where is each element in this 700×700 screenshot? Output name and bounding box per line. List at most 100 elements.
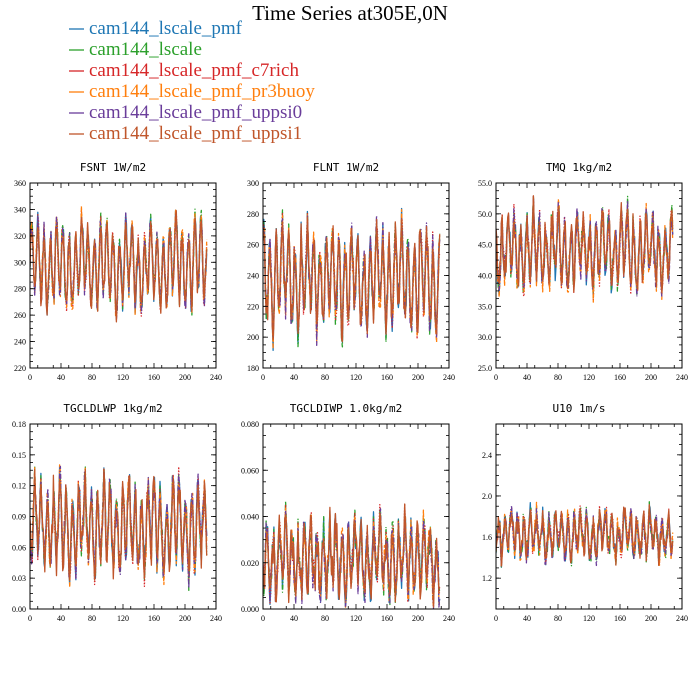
y-tick-label: 0.00 [12,605,26,614]
series-line [263,507,441,608]
y-tick-label: 260 [14,311,26,320]
y-tick-label: 2.0 [482,492,492,501]
y-tick-label: 25.0 [478,364,492,373]
y-tick-label: 50.0 [478,210,492,219]
series-group [496,501,674,568]
y-tick-label: 0.020 [241,559,259,568]
legend-entry: cam144_lscale [89,39,202,60]
x-tick-label: 120 [117,373,129,382]
x-tick-label: 160 [381,614,393,623]
series-line [30,468,208,582]
y-tick-label: 45.0 [478,241,492,250]
y-tick-label: 0.060 [241,466,259,475]
x-tick-label: 160 [148,614,160,623]
panel-title: FLNT 1W/m2 [313,161,379,174]
x-tick-label: 240 [210,614,222,623]
x-tick-label: 240 [676,373,688,382]
y-tick-label: 320 [14,232,26,241]
panels: FSNT 1W/m2 0 40 80 120 160 200 240 220 240 260 280 3… [12,161,688,623]
x-tick-label: 240 [443,373,455,382]
chart-panel: TGCLDLWP 1kg/m2 0 40 80 120 160 200 240 0.00 0.03… [12,402,222,623]
chart-panel: FLNT 1W/m2 0 40 80 120 160 200 240 180 200 220 240 2… [247,161,455,382]
x-tick-label: 40 [57,614,65,623]
legend-entry: cam144_lscale_pmf [89,18,243,39]
y-tick-label: 360 [14,179,26,188]
series-line [30,210,208,323]
x-tick-label: 120 [350,614,362,623]
x-tick-label: 160 [614,614,626,623]
x-tick-label: 40 [523,614,531,623]
y-tick-label: 2.4 [482,451,492,460]
x-tick-label: 40 [57,373,65,382]
y-tick-label: 300 [247,179,259,188]
chart-title: Time Series at305E,0N [252,1,448,25]
x-tick-label: 80 [321,373,329,382]
x-tick-label: 120 [350,373,362,382]
y-tick-label: 55.0 [478,179,492,188]
y-tick-label: 0.15 [12,451,26,460]
x-tick-label: 200 [645,373,657,382]
x-tick-label: 40 [523,373,531,382]
panel-title: U10 1m/s [553,402,606,415]
x-tick-label: 0 [261,614,265,623]
y-tick-label: 200 [247,333,259,342]
y-tick-label: 0.12 [12,482,26,491]
series-line [496,504,674,567]
y-tick-label: 35.0 [478,302,492,311]
y-tick-label: 300 [14,258,26,267]
x-tick-label: 0 [261,373,265,382]
y-tick-label: 0.09 [12,513,26,522]
x-tick-label: 80 [554,614,562,623]
series-group [496,195,674,303]
x-tick-label: 40 [290,373,298,382]
x-tick-label: 160 [614,373,626,382]
series-line [496,195,674,294]
legend: cam144_lscale_pmfcam144_lscalecam144_lsc… [69,18,315,144]
x-tick-label: 80 [321,614,329,623]
chart-panel: FSNT 1W/m2 0 40 80 120 160 200 240 220 240 260 280 3… [14,161,222,382]
x-tick-label: 240 [210,373,222,382]
y-tick-label: 1.6 [482,533,492,542]
y-tick-label: 180 [247,364,259,373]
y-tick-label: 1.2 [482,574,492,583]
chart-panel: TGCLDIWP 1.0kg/m2 0 40 80 120 160 200 240 0.000 0… [241,402,455,623]
legend-entry: cam144_lscale_pmf_pr3buoy [89,81,315,102]
panel-title: TMQ 1kg/m2 [546,161,612,174]
y-tick-label: 0.040 [241,513,259,522]
x-tick-label: 160 [148,373,160,382]
x-tick-label: 0 [28,614,32,623]
y-tick-label: 240 [14,338,26,347]
x-tick-label: 0 [28,373,32,382]
y-tick-label: 0.18 [12,420,26,429]
x-tick-label: 200 [179,614,191,623]
x-tick-label: 120 [117,614,129,623]
y-tick-label: 30.0 [478,333,492,342]
x-tick-label: 240 [676,614,688,623]
y-tick-label: 0.080 [241,420,259,429]
y-tick-label: 340 [14,205,26,214]
x-tick-label: 80 [88,614,96,623]
x-tick-label: 200 [645,614,657,623]
y-tick-label: 280 [14,285,26,294]
plot-frame [29,182,217,369]
y-tick-label: 40.0 [478,272,492,281]
x-tick-label: 160 [381,373,393,382]
y-tick-label: 220 [247,302,259,311]
x-tick-label: 120 [583,373,595,382]
y-tick-label: 0.03 [12,574,26,583]
legend-entry: cam144_lscale_pmf_c7rich [89,60,299,81]
chart-panel: TMQ 1kg/m2 0 40 80 120 160 200 240 25.0 30.0 35.0 4… [478,161,688,382]
x-tick-label: 0 [494,614,498,623]
x-tick-label: 240 [443,614,455,623]
panel-title: TGCLDLWP 1kg/m2 [63,402,162,415]
series-group [263,500,441,609]
x-tick-label: 80 [554,373,562,382]
x-tick-label: 120 [583,614,595,623]
x-tick-label: 0 [494,373,498,382]
series-group [30,205,208,323]
panel-title: FSNT 1W/m2 [80,161,146,174]
chart-panel: U10 1m/s 0 40 80 120 160 200 240 1.2 1.6 2.0 2.4 [482,402,688,623]
y-tick-label: 0.06 [12,543,26,552]
series-group [263,207,441,351]
